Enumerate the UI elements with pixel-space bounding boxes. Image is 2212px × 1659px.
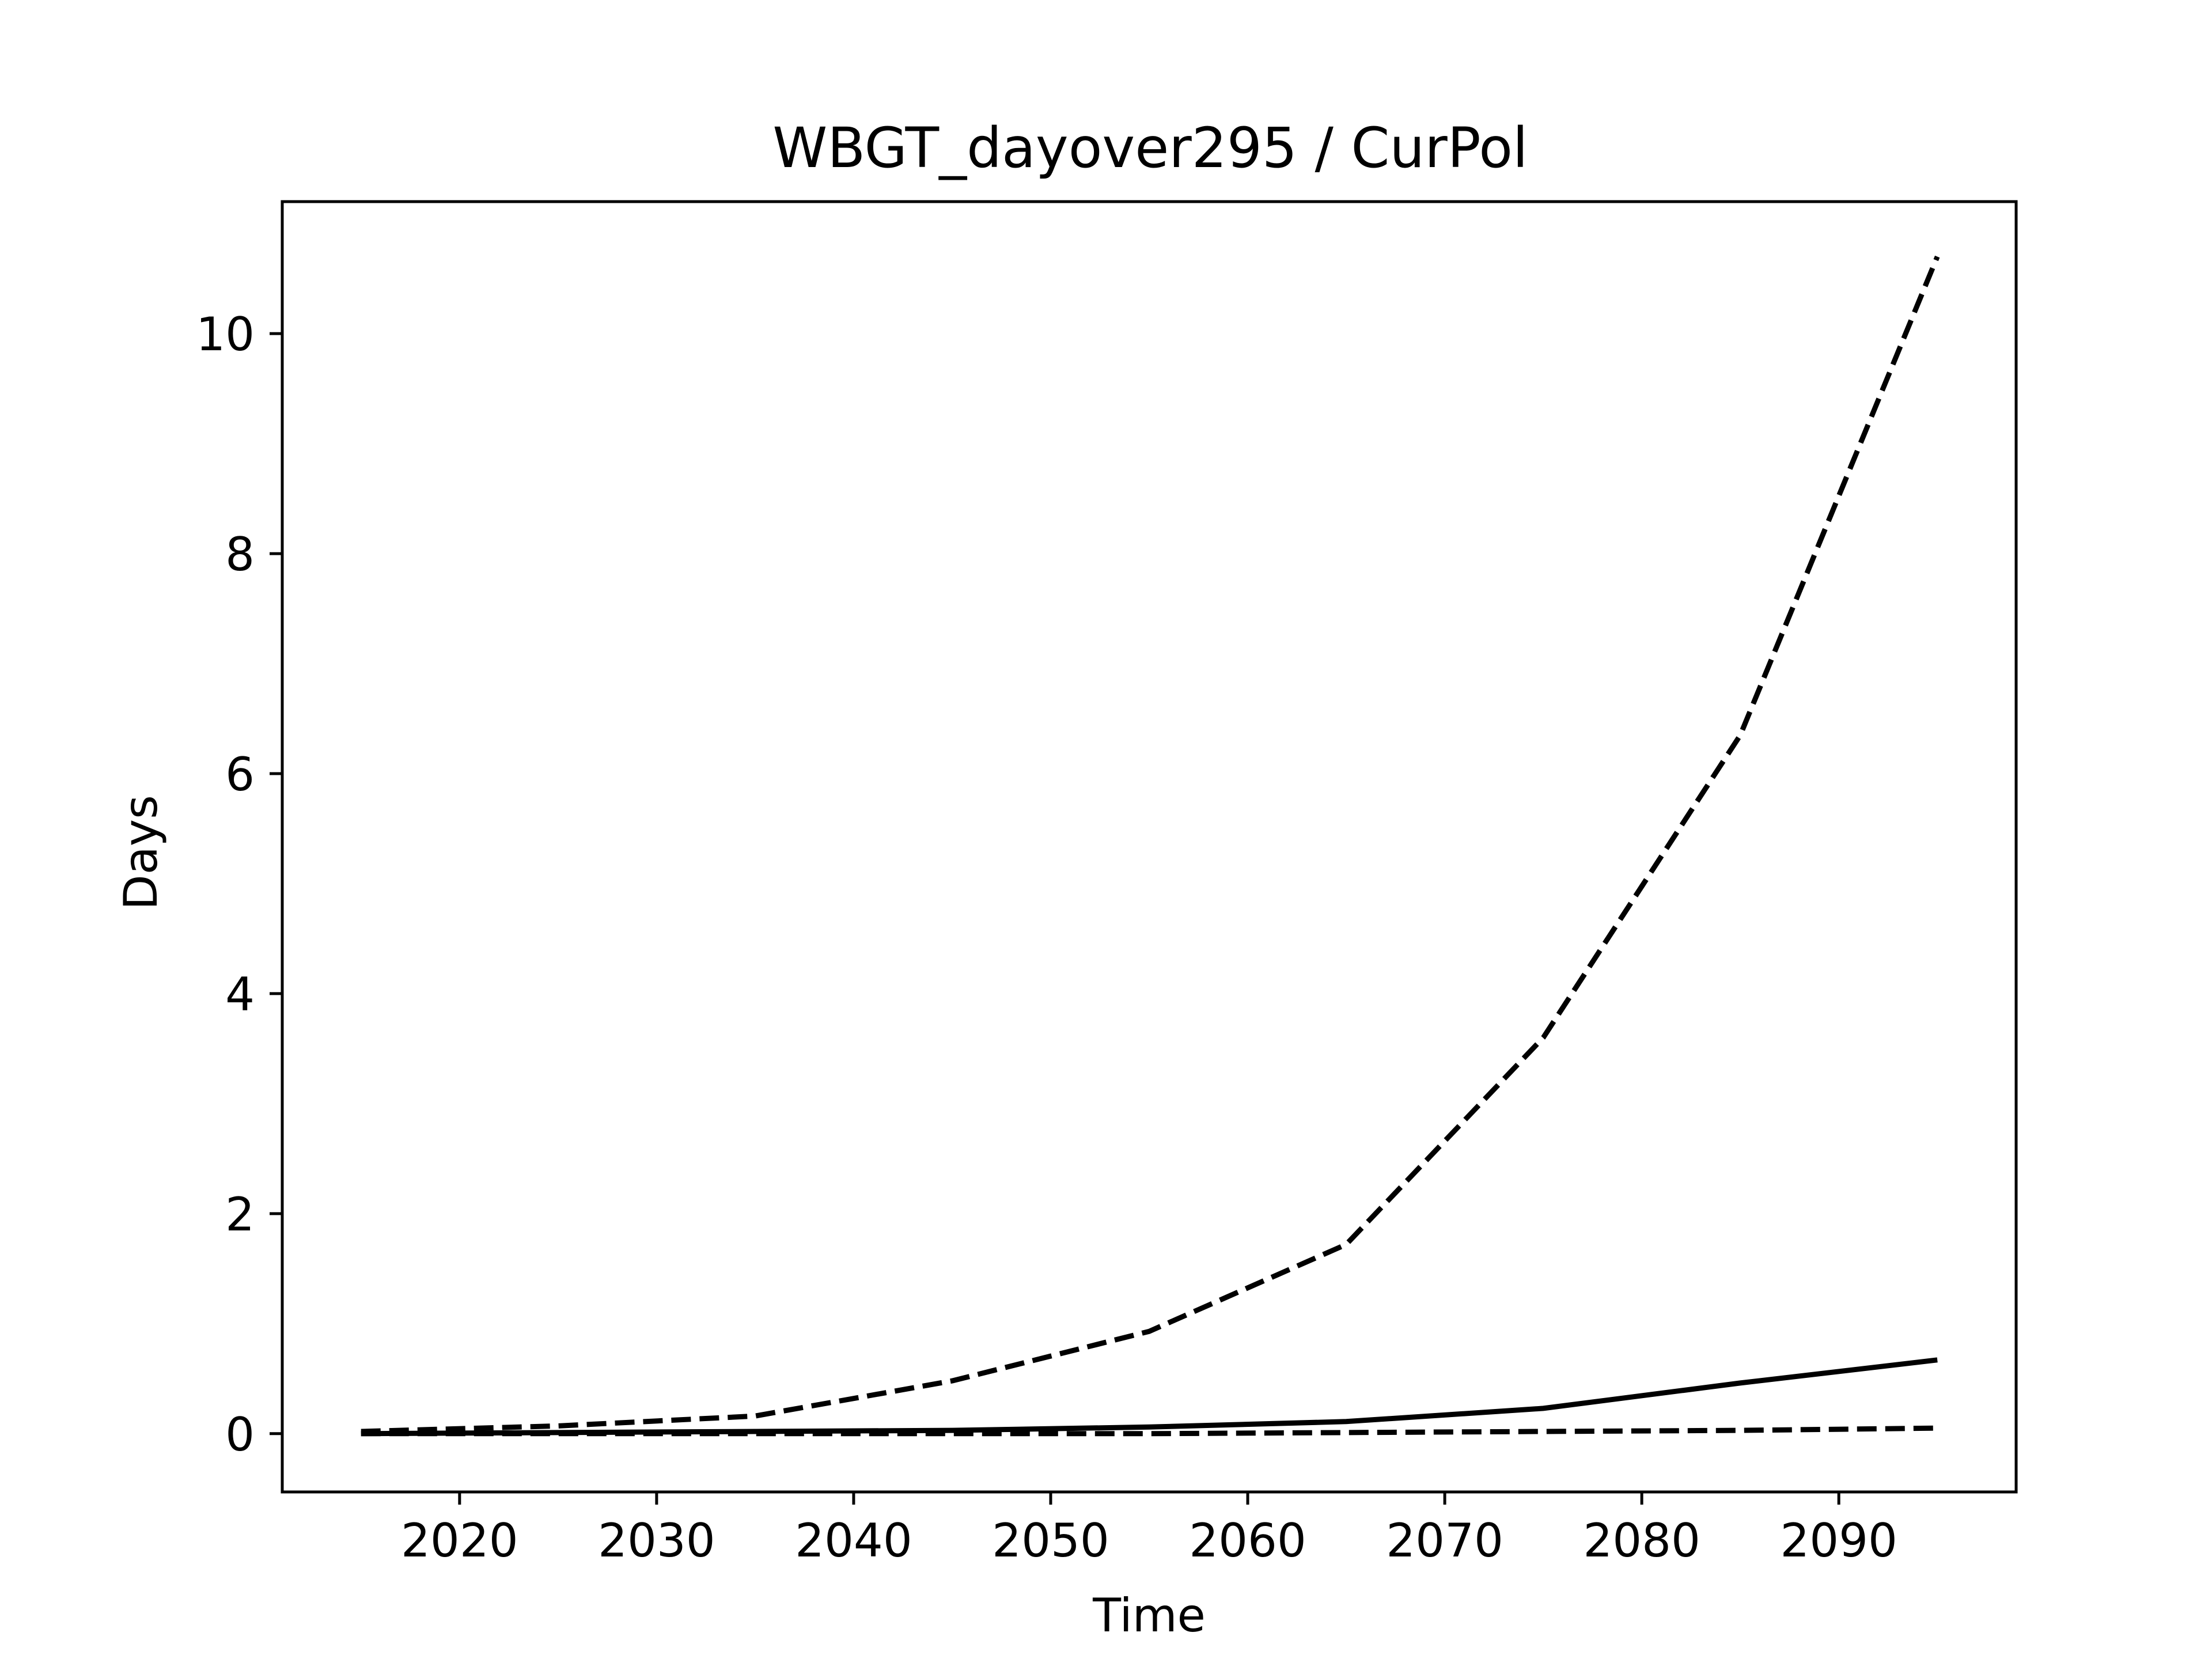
y-tick-label: 4: [225, 968, 255, 1021]
series-line-3: [361, 1425, 1938, 1437]
x-tick-label: 2020: [401, 1514, 518, 1567]
y-tick-label: 2: [225, 1188, 255, 1241]
y-tick-label: 8: [225, 528, 255, 581]
data-series: [361, 255, 1940, 1437]
x-tick-label: 2040: [795, 1514, 912, 1567]
plot-area-frame: [281, 200, 2018, 1494]
x-tick-label: 2090: [1780, 1514, 1897, 1567]
axis-ticks: 2020 2030 2040 2050 2060 2070 2080 2090 0 2 4 6 8 10: [196, 308, 1897, 1567]
x-axis-label: Time: [1092, 1589, 1206, 1642]
series-line-1: [361, 255, 1940, 1434]
y-tick-label: 0: [225, 1408, 255, 1461]
x-tick-label: 2080: [1583, 1514, 1700, 1567]
x-tick-label: 2050: [992, 1514, 1109, 1567]
x-tick-label: 2070: [1386, 1514, 1503, 1567]
y-axis-label: Days: [114, 795, 168, 910]
x-tick-label: 2060: [1189, 1514, 1306, 1567]
y-tick-label: 6: [225, 748, 255, 801]
y-tick-label: 10: [196, 308, 255, 361]
x-tick-label: 2030: [598, 1514, 715, 1567]
chart-title: WBGT_dayover295 / CurPol: [772, 116, 1528, 180]
